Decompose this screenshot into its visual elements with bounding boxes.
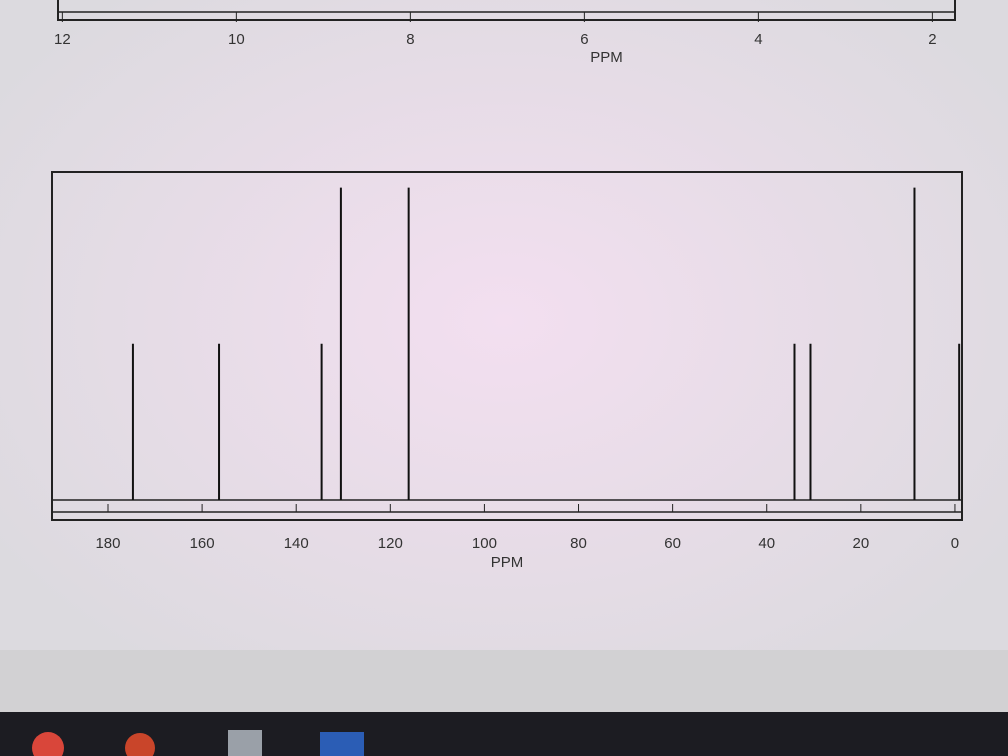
x-tick-label: 6: [580, 31, 588, 48]
x-tick-label: 4: [754, 31, 762, 48]
x-tick-label: 80: [570, 535, 587, 552]
plot-frame: [57, 0, 956, 21]
plot-frame: [51, 171, 963, 521]
x-tick-label: 2: [928, 31, 936, 48]
x-tick-label: 40: [758, 535, 775, 552]
x-tick-label: 100: [472, 535, 497, 552]
x-tick-label: 160: [190, 535, 215, 552]
word-icon[interactable]: [320, 732, 364, 756]
x-tick-label: 20: [852, 535, 869, 552]
x-axis-title: PPM: [590, 49, 623, 66]
x-tick-label: 60: [664, 535, 681, 552]
window-edge: [0, 650, 1008, 712]
x-tick-label: 10: [228, 31, 245, 48]
calculator-icon[interactable]: [228, 730, 262, 756]
taskbar: [0, 712, 1008, 756]
browser-icon[interactable]: [32, 732, 64, 756]
x-axis-title: PPM: [491, 554, 524, 571]
x-tick-label: 120: [378, 535, 403, 552]
x-tick-label: 180: [95, 535, 120, 552]
powerpoint-icon[interactable]: [125, 733, 155, 756]
x-tick-label: 8: [406, 31, 414, 48]
screen-background: [0, 0, 1008, 712]
x-tick-label: 140: [284, 535, 309, 552]
x-tick-label: 0: [951, 535, 959, 552]
x-tick-label: 12: [54, 31, 71, 48]
